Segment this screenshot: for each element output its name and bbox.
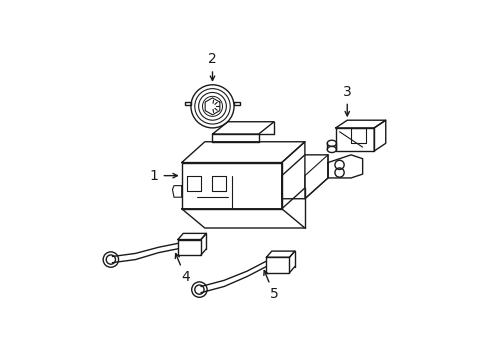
Text: 1: 1: [149, 168, 177, 183]
Text: 2: 2: [208, 52, 217, 80]
Text: 5: 5: [264, 270, 278, 301]
Text: 3: 3: [342, 85, 351, 116]
Text: 4: 4: [175, 253, 189, 284]
